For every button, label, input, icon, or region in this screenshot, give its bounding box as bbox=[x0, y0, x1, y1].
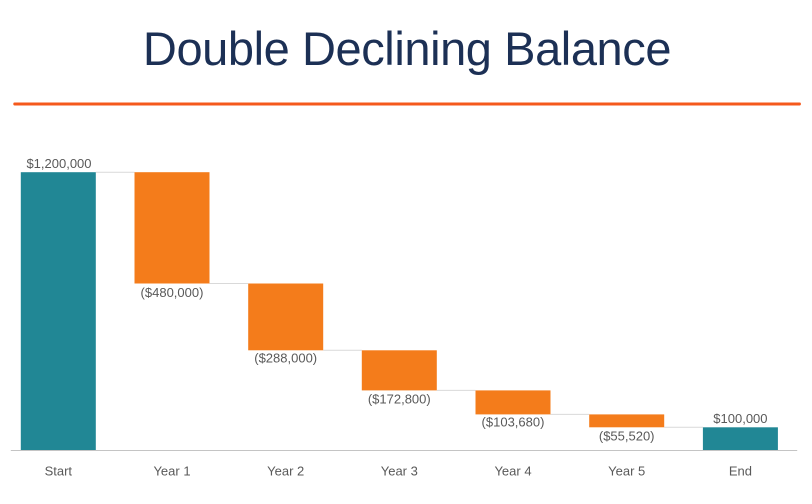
svg-text:End: End bbox=[729, 463, 752, 478]
svg-text:($103,680): ($103,680) bbox=[482, 415, 545, 430]
svg-text:Double Declining Balance: Double Declining Balance bbox=[143, 22, 671, 75]
svg-text:Year 3: Year 3 bbox=[381, 463, 418, 478]
svg-text:Year 5: Year 5 bbox=[608, 463, 645, 478]
svg-text:Start: Start bbox=[45, 463, 73, 478]
svg-text:$100,000: $100,000 bbox=[713, 411, 767, 426]
svg-text:$1,200,000: $1,200,000 bbox=[26, 156, 91, 171]
svg-text:($172,800): ($172,800) bbox=[368, 391, 431, 406]
svg-text:($288,000): ($288,000) bbox=[254, 351, 317, 366]
svg-text:Year 1: Year 1 bbox=[153, 463, 190, 478]
svg-text:($480,000): ($480,000) bbox=[141, 285, 204, 300]
svg-text:($55,520): ($55,520) bbox=[599, 428, 655, 443]
svg-text:Year 2: Year 2 bbox=[267, 463, 304, 478]
svg-text:Year 4: Year 4 bbox=[494, 463, 531, 478]
